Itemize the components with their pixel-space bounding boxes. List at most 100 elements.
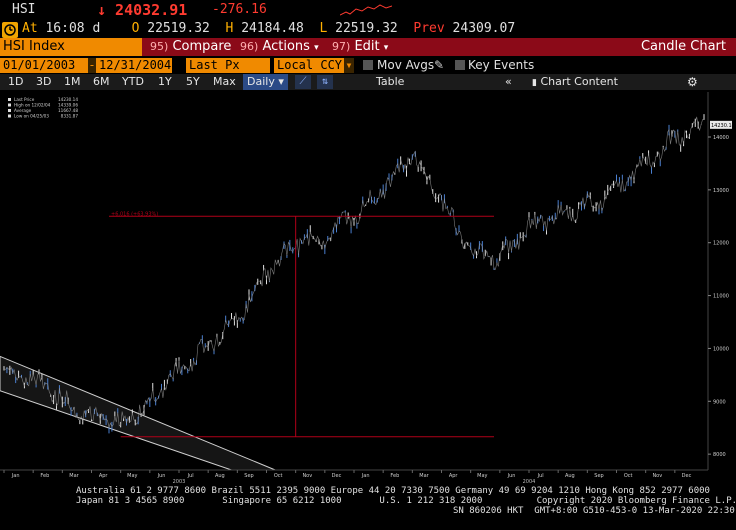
- chevron-down-icon: ▾: [314, 43, 319, 53]
- y-tick-label: 8000: [713, 452, 726, 458]
- price-chart[interactable]: 14230.14 +6,016 (+63.93%) Last Price 1423…: [0, 92, 736, 484]
- start-date-field[interactable]: 01/01/2003: [0, 58, 88, 73]
- last-price: ↓ 24032.91: [97, 1, 188, 19]
- compare-button[interactable]: 95) Compare: [150, 38, 231, 56]
- chevron-down-icon[interactable]: ▾: [344, 58, 354, 73]
- end-date-field[interactable]: 12/31/2004: [96, 58, 172, 73]
- price-line: [3, 116, 705, 429]
- menu-bar: [0, 38, 736, 56]
- clock-icon[interactable]: [2, 22, 18, 38]
- gear-icon[interactable]: ⚙: [687, 75, 698, 89]
- low-label: L: [319, 21, 328, 36]
- x-tick-label: Dec: [332, 473, 342, 479]
- edit-number: 97): [332, 40, 351, 53]
- chart-content-button[interactable]: ▮ Chart Content: [532, 74, 618, 90]
- chart-background: [0, 92, 736, 484]
- quote-row: At 16:08 d O 22519.32 H 24184.48 L 22519…: [22, 21, 515, 36]
- y-tick-label: 11000: [713, 294, 729, 300]
- legend-swatch: [8, 109, 11, 112]
- table-button[interactable]: Table: [376, 75, 405, 88]
- high-label: H: [225, 21, 234, 36]
- key-events-label: Key Events: [468, 58, 535, 72]
- legend-value: 8331.87: [61, 114, 79, 119]
- actions-button[interactable]: 96) Actions ▾: [240, 38, 319, 56]
- x-tick-label: Sep: [594, 473, 603, 479]
- y-tick-label: 14000: [713, 135, 729, 141]
- period-max[interactable]: Max: [213, 75, 236, 88]
- actions-number: 96): [240, 40, 259, 53]
- x-tick-label: Jan: [11, 473, 20, 479]
- x-tick-label: Feb: [390, 473, 399, 479]
- at-label: At: [22, 21, 38, 36]
- y-tick-label: 10000: [713, 346, 729, 352]
- x-tick-label: Oct: [274, 473, 283, 479]
- ticker-symbol: HSI: [12, 2, 36, 17]
- legend-value: 11667.48: [58, 108, 78, 113]
- legend-swatch: [8, 103, 11, 107]
- x-tick-label: May: [127, 473, 137, 479]
- footer-session: SN 860206 HKT GMT+8:00 G510-453-0 13-Mar…: [453, 506, 736, 516]
- mov-avgs-label: Mov Avgs: [377, 58, 435, 72]
- high-value: 24184.48: [241, 21, 304, 36]
- frequency-label: Daily: [247, 75, 275, 88]
- compare-label: Compare: [172, 39, 232, 54]
- legend-label: High on 12/02/04: [14, 103, 51, 108]
- chart-type-icon[interactable]: ⇅: [317, 75, 333, 89]
- chart-legend: Last Price 14230.14 High on 12/02/04 14339.…: [8, 97, 78, 119]
- collapse-icon[interactable]: «: [505, 75, 512, 88]
- x-tick-label: Jul: [187, 473, 194, 479]
- low-value: 22519.32: [335, 21, 398, 36]
- annotation-label: +6,016 (+63.93%): [111, 211, 158, 217]
- edit-label: Edit: [354, 39, 380, 54]
- pencil-icon[interactable]: ✎: [434, 58, 445, 72]
- currency-selector[interactable]: Local CCY: [274, 58, 344, 73]
- line-style-icon[interactable]: ⟋: [295, 75, 311, 89]
- edit-button[interactable]: 97) Edit ▾: [332, 38, 388, 56]
- x-tick-label: Mar: [419, 473, 429, 479]
- date-separator: -: [88, 58, 96, 73]
- key-events-checkbox[interactable]: [455, 60, 465, 70]
- x-tick-label: May: [477, 473, 487, 479]
- last-value-tag: [710, 120, 732, 129]
- chevron-down-icon: ▾: [383, 43, 389, 53]
- security-field[interactable]: HSI Index: [0, 38, 142, 56]
- period-3d[interactable]: 3D: [36, 75, 52, 88]
- footer-contacts-2: Japan 81 3 4565 8900 Singapore 65 6212 1…: [76, 496, 736, 506]
- x-tick-label: Jan: [361, 473, 370, 479]
- period-ytd[interactable]: YTD: [122, 75, 144, 88]
- chart-content-label: Chart Content: [540, 75, 618, 88]
- x-tick-label: Nov: [302, 473, 312, 479]
- period-5y[interactable]: 5Y: [186, 75, 200, 88]
- period-1y[interactable]: 1Y: [158, 75, 172, 88]
- y-axis: 8000 9000 10000 11000 12000 13000 14000: [707, 92, 729, 470]
- x-tick-label: Aug: [215, 473, 225, 479]
- legend-value: 14230.14: [58, 97, 78, 102]
- x-tick-label: Feb: [40, 473, 49, 479]
- mov-avgs-checkbox[interactable]: [363, 60, 373, 70]
- legend-value: 14339.06: [58, 103, 78, 108]
- actions-label: Actions: [262, 39, 310, 54]
- legend-label: Average: [14, 108, 32, 113]
- legend-swatch: [8, 98, 11, 101]
- prev-label: Prev: [413, 21, 445, 36]
- period-6m[interactable]: 6M: [93, 75, 110, 88]
- period-1d[interactable]: 1D: [8, 75, 24, 88]
- x-tick-label: Jun: [507, 473, 516, 479]
- footer: Australia 61 2 9777 8600 Brazil 5511 239…: [0, 486, 736, 516]
- open-label: O: [131, 21, 140, 36]
- x-tick-label: Nov: [652, 473, 662, 479]
- measure-annotation: +6,016 (+63.93%): [109, 211, 494, 438]
- prev-value: 24309.07: [452, 21, 516, 36]
- open-value: 22519.32: [147, 21, 210, 36]
- legend-label: Last Price: [14, 97, 35, 102]
- field-selector[interactable]: Last Px: [186, 58, 270, 73]
- footer-contacts: Australia 61 2 9777 8600 Brazil 5511 239…: [76, 486, 710, 496]
- year-label: 2004: [523, 479, 536, 484]
- legend-swatch: [8, 114, 11, 118]
- x-tick-label: Apr: [99, 473, 109, 479]
- legend-label: Low on 04/25/03: [14, 114, 49, 119]
- x-tick-label: Oct: [624, 473, 633, 479]
- frequency-selector[interactable]: Daily ▾: [243, 74, 288, 90]
- price-series: 14230.14: [3, 114, 735, 434]
- period-1m[interactable]: 1M: [64, 75, 81, 88]
